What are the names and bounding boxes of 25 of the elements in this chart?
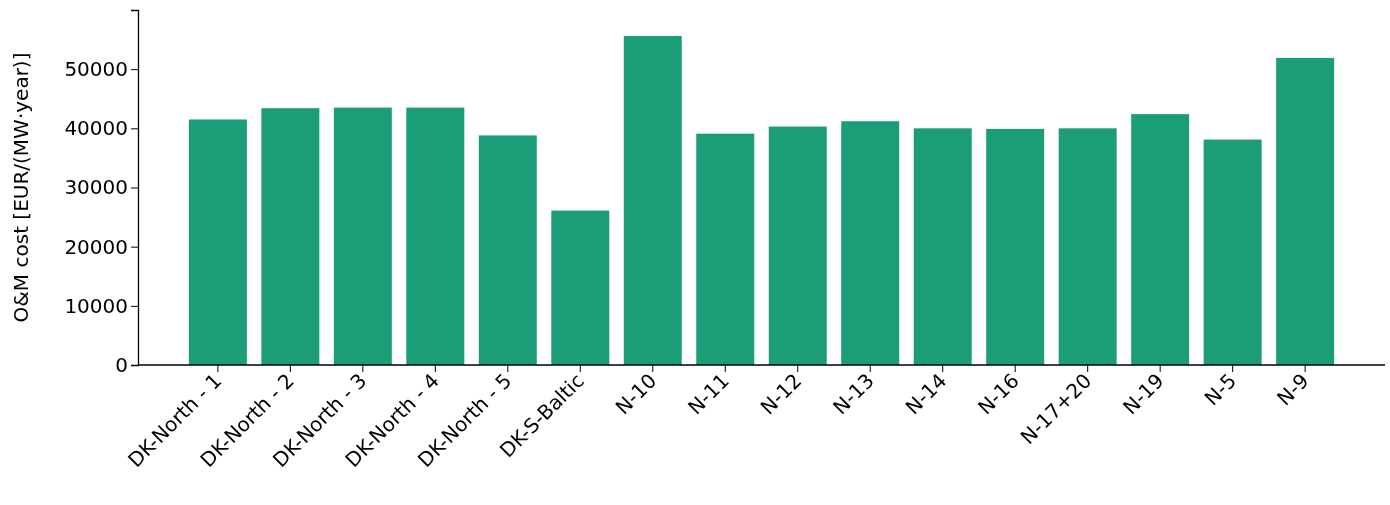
- bar: [913, 128, 972, 365]
- bar: [1058, 128, 1117, 365]
- y-tick-label: 40000: [64, 116, 128, 141]
- x-tick-label: N-5: [1199, 368, 1242, 411]
- bar: [188, 119, 247, 365]
- bar: [841, 121, 900, 365]
- y-tick-label: 30000: [64, 175, 128, 200]
- bar: [1131, 114, 1190, 365]
- bar: [1276, 57, 1335, 365]
- bar: [986, 128, 1045, 365]
- y-tick-label: 0: [115, 352, 128, 377]
- x-tick-label: N-9: [1271, 368, 1314, 411]
- bar: [623, 36, 682, 365]
- bar: [1203, 139, 1262, 365]
- bar: [478, 135, 537, 365]
- bar: [261, 108, 320, 365]
- bar: [333, 107, 392, 365]
- y-tick-label: 50000: [64, 57, 128, 82]
- bar: [406, 107, 465, 365]
- bar: [768, 126, 827, 365]
- y-axis-title: O&M cost [EUR/(MW·year)]: [9, 52, 33, 323]
- bar: [696, 133, 755, 365]
- y-tick-label: 20000: [64, 234, 128, 259]
- bar: [551, 210, 610, 365]
- y-tick-label: 10000: [64, 293, 128, 318]
